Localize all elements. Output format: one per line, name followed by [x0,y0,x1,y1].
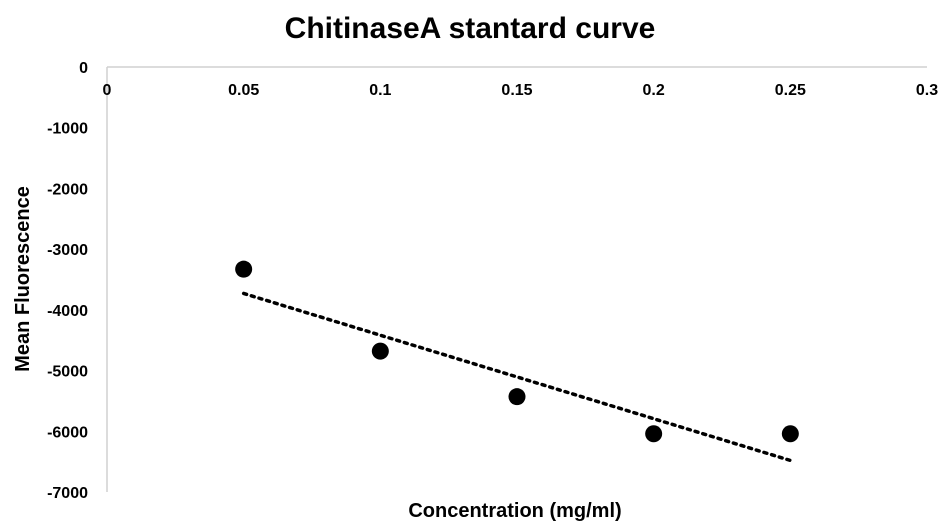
data-point [781,425,799,443]
data-points [235,260,799,443]
x-tick-labels: 0 0.05 0.1 0.15 0.2 0.25 0.3 [103,82,939,99]
linear-trendline [241,291,793,463]
y-tick-labels: 0 -1000 -2000 -3000 -4000 -5000 -6000 -7000 [47,60,88,502]
y-tick-label: -3000 [47,242,88,259]
y-tick-label: 0 [79,60,88,77]
x-tick-label: 0.2 [643,82,665,99]
x-tick-label: 0.25 [775,82,806,99]
x-tick-label: 0 [103,82,112,99]
y-tick-label: -6000 [47,424,88,441]
y-tick-label: -7000 [47,485,88,502]
y-tick-label: -5000 [47,364,88,381]
y-tick-label: -4000 [47,303,88,320]
y-axis-title: Mean Fluorescence [12,186,34,372]
x-tick-label: 0.15 [501,82,532,99]
data-point [508,388,526,406]
chart-title: ChitinaseA stantard curve [285,12,656,45]
y-tick-label: -2000 [47,181,88,198]
y-tick-label: -1000 [47,121,88,138]
x-axis-title: Concentration (mg/ml) [408,500,621,522]
x-tick-label: 0.05 [228,82,259,99]
x-tick-label: 0.3 [916,82,938,99]
axes [106,66,927,492]
data-point [235,260,253,278]
data-point [645,425,663,443]
x-tick-label: 0.1 [369,82,391,99]
data-point [371,342,389,360]
